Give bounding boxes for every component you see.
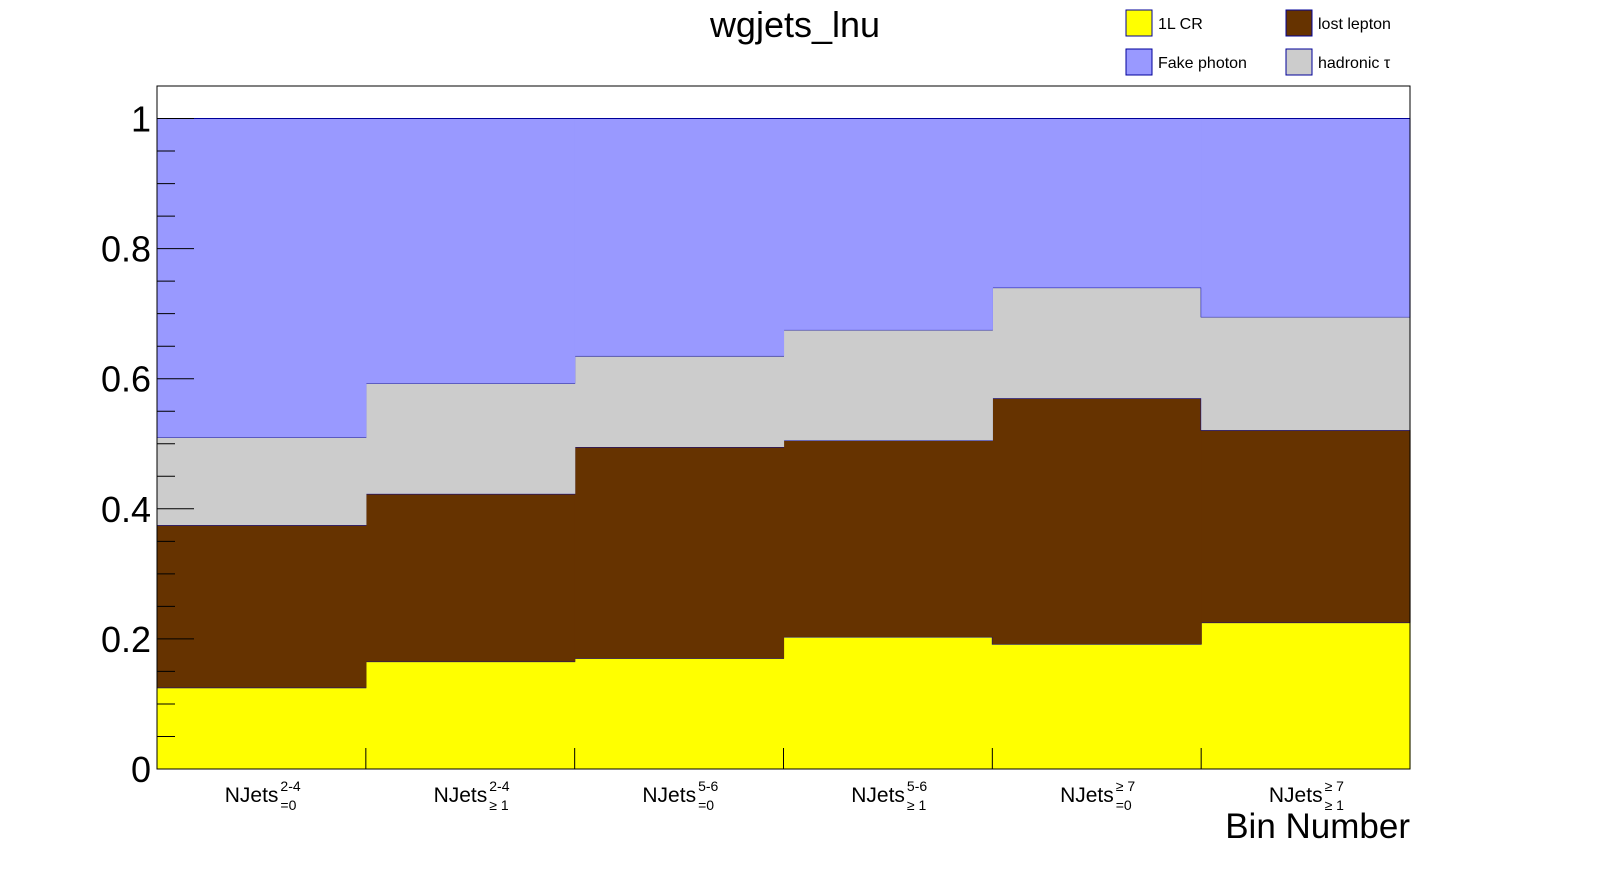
bar-segment xyxy=(365,493,576,662)
x-axis: NJets 2-4=0 NJets 2-4≥ 1 NJets 5-6=0 NJets 5-6≥… xyxy=(225,748,1344,813)
x-tick-label-sub: ≥ 1 xyxy=(1325,797,1345,813)
bar-segment xyxy=(365,661,576,769)
bar-segment xyxy=(1201,118,1411,317)
bar-segment xyxy=(574,118,785,356)
x-tick-label-sup: 5-6 xyxy=(698,778,718,794)
bar-segment xyxy=(992,398,1202,645)
bar-segment xyxy=(783,636,993,769)
x-tick-label: NJets 2-4 ≥ 1 xyxy=(434,778,510,813)
bar-segment xyxy=(1201,430,1411,623)
x-tick-label: NJets 5-6 =0 xyxy=(642,778,718,813)
y-tick-label: 0.6 xyxy=(101,359,151,400)
x-tick-label-sub: =0 xyxy=(280,797,296,813)
x-tick-label: NJets ≥ 7 =0 xyxy=(1060,778,1135,813)
x-axis-label: Bin Number xyxy=(1225,807,1410,846)
legend-swatch xyxy=(1285,9,1313,37)
legend-label: lost lepton xyxy=(1318,16,1391,33)
legend-swatch xyxy=(1125,48,1153,76)
x-tick-label-base: NJets xyxy=(1060,784,1114,807)
bar-segment xyxy=(783,329,993,441)
x-tick-label-sub: =0 xyxy=(698,797,714,813)
legend-swatch xyxy=(1125,9,1153,37)
x-tick-label-base: NJets xyxy=(434,784,488,807)
legend-label: 1L CR xyxy=(1158,16,1203,33)
x-tick-label: NJets 5-6 ≥ 1 xyxy=(851,778,927,813)
bar-segment xyxy=(365,118,576,384)
bar-segment xyxy=(157,525,367,688)
series-2 xyxy=(157,287,1411,526)
y-tick-label: 1 xyxy=(131,99,151,140)
x-tick-label-sup: ≥ 7 xyxy=(1116,778,1136,794)
x-tick-label-sup: 2-4 xyxy=(280,778,300,794)
legend-entry: Fake photon xyxy=(1125,48,1247,76)
y-tick-label: 0 xyxy=(131,749,151,790)
bar-segment xyxy=(365,383,576,494)
series-0 xyxy=(157,622,1411,769)
legend-label: hadronic τ xyxy=(1318,55,1391,72)
y-tick-label: 0.8 xyxy=(101,229,151,270)
bar-segment xyxy=(157,437,367,526)
x-tick-label: NJets 2-4 =0 xyxy=(225,778,301,813)
legend-label: Fake photon xyxy=(1158,55,1247,72)
x-tick-label-base: NJets xyxy=(225,784,279,807)
bar-segment xyxy=(574,355,785,448)
bar-segment xyxy=(992,118,1202,288)
chart-title: wgjets_lnu xyxy=(709,4,880,45)
x-tick-label-base: NJets xyxy=(851,784,905,807)
bar-segment xyxy=(1201,316,1411,431)
y-tick-label: 0.4 xyxy=(101,489,151,530)
x-tick-label-sup: 2-4 xyxy=(489,778,509,794)
y-axis: 0 0.2 0.4 0.6 0.8 1 xyxy=(101,99,194,790)
bar-segment xyxy=(1201,622,1411,769)
x-tick-label-sup: 5-6 xyxy=(907,778,927,794)
legend-swatch xyxy=(1285,48,1313,76)
legend: 1L CR lost lepton Fake photon hadronic τ xyxy=(1125,9,1391,76)
bar-segment xyxy=(992,644,1202,769)
bar-segment xyxy=(574,658,785,769)
bar-segment xyxy=(992,287,1202,399)
x-tick-label-base: NJets xyxy=(1269,784,1323,807)
x-tick-label: NJets ≥ 7 ≥ 1 xyxy=(1269,778,1344,813)
bar-segment xyxy=(783,440,993,637)
x-tick-label-sub: =0 xyxy=(1116,797,1132,813)
series-3 xyxy=(157,118,1411,438)
x-tick-label-sup: ≥ 7 xyxy=(1325,778,1345,794)
legend-entry: lost lepton xyxy=(1285,9,1391,37)
x-tick-label-sub: ≥ 1 xyxy=(907,797,927,813)
plot-area xyxy=(156,85,1411,770)
legend-entry: hadronic τ xyxy=(1285,48,1391,76)
bar-segment xyxy=(574,447,785,659)
bar-segment xyxy=(157,118,367,438)
series-1 xyxy=(157,397,1411,688)
legend-entry: 1L CR xyxy=(1125,9,1203,37)
y-tick-label: 0.2 xyxy=(101,619,151,660)
x-tick-label-sub: ≥ 1 xyxy=(489,797,509,813)
x-tick-label-base: NJets xyxy=(642,784,696,807)
bar-segment xyxy=(157,687,367,769)
bar-segment xyxy=(783,118,993,330)
